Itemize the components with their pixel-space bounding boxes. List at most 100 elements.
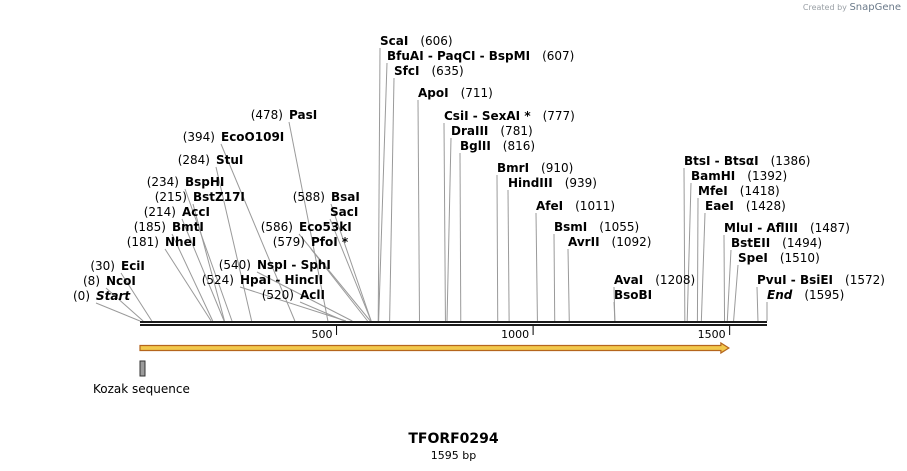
site-name-25: BmrI (497, 161, 529, 175)
site-name-33: BamHI (691, 169, 735, 183)
site-name-36: MluI - AflIII (724, 221, 798, 235)
leader-line-27 (535, 212, 538, 322)
site-position-9: (394) (183, 130, 215, 144)
snapgene-credit: Created by SnapGene (803, 2, 901, 13)
leader-line-4 (171, 233, 214, 322)
leader-line-0 (95, 302, 141, 322)
site-position-29: (1092) (612, 235, 652, 249)
site-position-28: (1055) (599, 220, 639, 234)
site-name-26: HindIII (508, 176, 553, 190)
site-name-28: BsmI (554, 220, 587, 234)
site-name-35: EaeI (705, 199, 734, 213)
leader-line-15 (298, 233, 371, 322)
ruler-label-1500: 1500 (698, 328, 726, 341)
leader-line-31 (613, 301, 616, 322)
leader-line-2 (120, 272, 153, 322)
site-name-18: ScaI (380, 34, 408, 48)
leader-line-17 (330, 203, 372, 322)
leader-line-39 (756, 286, 759, 322)
site-name-2: EciI (121, 259, 145, 273)
site-position-4: (185) (134, 220, 166, 234)
snapgene-logo: SnapGene (849, 2, 901, 13)
site-name-6: BstZ17I (193, 190, 245, 204)
leader-line-5 (181, 218, 225, 322)
leader-line-1 (105, 287, 144, 322)
site-position-6: (215) (155, 190, 187, 204)
leader-line-24 (459, 152, 462, 322)
site-name-8: StuI (216, 153, 243, 167)
site-position-34: (1418) (740, 184, 780, 198)
site-position-22: (777) (543, 109, 575, 123)
site-name-37: BstEII (731, 236, 770, 250)
site-position-39: (1572) (845, 273, 885, 287)
site-position-37: (1494) (782, 236, 822, 250)
leader-line-23 (446, 137, 452, 322)
leader-line-8 (215, 166, 253, 322)
site-name-20: SfcI (394, 64, 419, 78)
site-position-27: (1011) (575, 199, 615, 213)
site-position-38: (1510) (780, 251, 820, 265)
leader-line-33 (686, 182, 692, 322)
leader-line-37 (726, 249, 732, 322)
site-position-18: (606) (420, 34, 452, 48)
site-position-2: (30) (90, 259, 115, 273)
site-position-32: (1386) (771, 154, 811, 168)
site-name-12: HpaI - HincII (240, 273, 323, 287)
site-name-7: BspHI (185, 175, 224, 189)
site-name-15: Eco53kI (299, 220, 352, 234)
leader-line-22 (443, 122, 446, 322)
site-name-38: SpeI (738, 251, 768, 265)
site-name-13: NspI - SphI (257, 258, 331, 272)
credit-prefix: Created by (802, 3, 847, 12)
site-name-21: ApoI (418, 86, 449, 100)
leader-line-19 (378, 62, 388, 322)
leader-line-3 (164, 248, 212, 322)
site-position-35: (1428) (746, 199, 786, 213)
site-position-11: (520) (262, 288, 294, 302)
leader-line-26 (507, 189, 510, 322)
leader-line-9 (220, 143, 296, 322)
site-position-10: (478) (251, 108, 283, 122)
site-position-33: (1392) (747, 169, 787, 183)
leader-line-25 (496, 174, 499, 322)
site-name-3: NheI (165, 235, 196, 249)
leader-line-13 (256, 271, 353, 322)
sequence-title: TFORF0294 (408, 431, 499, 447)
ruler-label-1000: 1000 (501, 328, 529, 341)
site-name-17: BsaI (331, 190, 360, 204)
site-name-11: AclI (300, 288, 325, 302)
site-position-15: (586) (261, 220, 293, 234)
site-position-26: (939) (565, 176, 597, 190)
leader-line-7 (184, 188, 233, 322)
site-name-34: MfeI (698, 184, 728, 198)
site-name-10: PasI (289, 108, 317, 122)
site-name-31: BsoBI (614, 288, 652, 302)
leader-line-28 (553, 233, 556, 322)
site-name-27: AfeI (536, 199, 563, 213)
leader-line-16 (329, 218, 372, 322)
site-name-39: PvuI - BsiEI (757, 273, 833, 287)
site-name-24: BglII (460, 139, 491, 153)
leader-line-18 (377, 47, 381, 322)
site-position-25: (910) (541, 161, 573, 175)
site-position-21: (711) (461, 86, 493, 100)
site-position-8: (284) (178, 153, 210, 167)
site-position-36: (1487) (810, 221, 850, 235)
site-name-0: Start (96, 289, 131, 303)
site-name-1: NcoI (106, 274, 136, 288)
leader-line-12 (239, 286, 347, 322)
site-position-14: (579) (273, 235, 305, 249)
site-position-19: (607) (542, 49, 574, 63)
site-position-1: (8) (83, 274, 100, 288)
leader-line-34 (696, 197, 699, 322)
leader-line-32 (683, 167, 686, 322)
leader-line-36 (723, 234, 726, 322)
site-position-23: (781) (500, 124, 532, 138)
leader-line-6 (192, 203, 226, 322)
site-position-7: (234) (147, 175, 179, 189)
site-position-3: (181) (127, 235, 159, 249)
site-name-16: SacI (330, 205, 358, 219)
leader-line-21 (417, 99, 420, 322)
site-position-5: (214) (144, 205, 176, 219)
